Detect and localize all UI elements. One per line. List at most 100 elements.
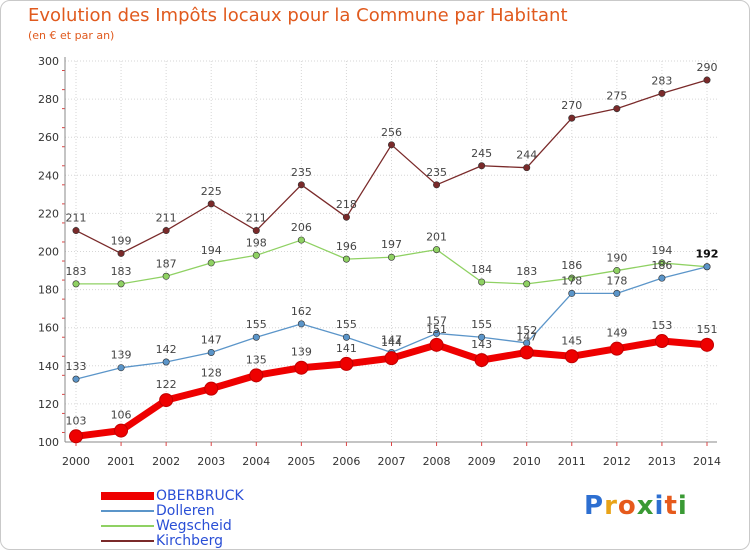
data-point-wegscheid: [658, 259, 666, 267]
data-label-wegscheid: 198: [246, 236, 267, 249]
x-tick-label: 2013: [648, 455, 676, 468]
legend-label-oberbruck: OBERBRUCK: [156, 487, 244, 504]
data-label-oberbruck: 147: [516, 330, 537, 343]
x-tick-label: 2014: [693, 455, 721, 468]
data-label-kirchberg: 290: [697, 61, 718, 74]
x-tick-label: 2010: [513, 455, 541, 468]
data-point-oberbruck: [159, 393, 174, 408]
data-point-wegscheid: [478, 278, 486, 286]
data-label-wegscheid: 201: [426, 231, 447, 244]
data-label-dolleren: 155: [471, 318, 492, 331]
data-label-kirchberg: 225: [201, 185, 222, 198]
data-label-dolleren: 133: [66, 360, 87, 373]
data-point-kirchberg: [478, 162, 486, 170]
chart-subtitle: (en € et par an): [28, 29, 115, 42]
data-label-kirchberg: 235: [291, 166, 312, 179]
proxiti-logo: Proxiti: [584, 491, 688, 521]
data-label-dolleren: 178: [561, 274, 582, 287]
data-label-dolleren: 186: [651, 259, 672, 272]
y-tick-label: 300: [38, 55, 59, 68]
legend-label-wegscheid: Wegscheid: [156, 517, 232, 534]
data-label-dolleren: 157: [426, 314, 447, 327]
y-tick-label: 100: [38, 436, 59, 449]
data-label-kirchberg: 283: [651, 74, 672, 87]
data-point-oberbruck: [204, 381, 219, 396]
data-point-kirchberg: [252, 227, 260, 235]
data-label-wegscheid: 192: [697, 248, 718, 261]
data-point-kirchberg: [387, 141, 395, 149]
data-label-oberbruck: 145: [561, 334, 582, 347]
legend-swatch-dolleren: [101, 509, 154, 512]
data-label-dolleren: 139: [111, 349, 132, 362]
data-point-oberbruck: [474, 353, 489, 368]
data-point-wegscheid: [117, 280, 125, 288]
data-point-kirchberg: [658, 89, 666, 97]
data-point-oberbruck: [384, 351, 399, 366]
data-point-kirchberg: [523, 164, 531, 172]
data-point-dolleren: [478, 333, 486, 341]
data-label-oberbruck: 122: [156, 378, 177, 391]
x-tick-label: 2008: [423, 455, 451, 468]
data-label-kirchberg: 235: [426, 166, 447, 179]
data-point-kirchberg: [207, 200, 215, 208]
legend-label-kirchberg: Kirchberg: [156, 532, 223, 549]
data-label-wegscheid: 194: [651, 244, 672, 257]
data-label-oberbruck: 135: [246, 353, 267, 366]
data-point-kirchberg: [72, 227, 80, 235]
data-point-kirchberg: [703, 76, 711, 84]
data-point-wegscheid: [433, 246, 441, 254]
data-point-kirchberg: [162, 227, 170, 235]
data-point-wegscheid: [387, 253, 395, 261]
data-point-dolleren: [342, 333, 350, 341]
logo-letter: i: [654, 491, 665, 521]
data-label-dolleren: 192: [696, 248, 719, 261]
legend-item-dolleren: Dolleren: [101, 503, 244, 518]
legend-swatch-wegscheid: [101, 524, 154, 527]
data-label-wegscheid: 190: [606, 252, 627, 265]
chart-title: Evolution des Impôts locaux pour la Comm…: [28, 5, 568, 26]
data-label-dolleren: 155: [336, 318, 357, 331]
data-point-kirchberg: [342, 213, 350, 221]
data-point-oberbruck: [564, 349, 579, 364]
x-tick-label: 2002: [152, 455, 180, 468]
legend-item-kirchberg: Kirchberg: [101, 533, 244, 548]
data-point-dolleren: [72, 375, 80, 383]
data-label-oberbruck: 144: [381, 336, 402, 349]
data-point-kirchberg: [433, 181, 441, 189]
data-point-oberbruck: [519, 345, 534, 360]
data-label-oberbruck: 143: [471, 338, 492, 351]
x-tick-label: 2009: [468, 455, 496, 468]
data-point-dolleren: [162, 358, 170, 366]
y-tick-label: 200: [38, 246, 59, 259]
data-point-kirchberg: [297, 181, 305, 189]
data-label-oberbruck: 139: [291, 346, 312, 359]
data-label-kirchberg: 211: [246, 212, 267, 225]
data-point-oberbruck: [654, 334, 669, 349]
data-label-dolleren: 155: [246, 318, 267, 331]
y-tick-label: 160: [38, 322, 59, 335]
data-label-dolleren: 178: [606, 274, 627, 287]
y-tick-label: 180: [38, 284, 59, 297]
legend-item-wegscheid: Wegscheid: [101, 518, 244, 533]
data-label-wegscheid: 183: [111, 265, 132, 278]
y-tick-label: 140: [38, 360, 59, 373]
data-point-dolleren: [568, 289, 576, 297]
legend-swatch-kirchberg: [101, 539, 154, 542]
data-point-wegscheid: [72, 280, 80, 288]
data-point-wegscheid: [297, 236, 305, 244]
legend-label-dolleren: Dolleren: [156, 502, 215, 519]
data-label-wegscheid: 206: [291, 221, 312, 234]
logo-letter: t: [664, 491, 678, 521]
data-point-dolleren: [252, 333, 260, 341]
data-label-oberbruck: 103: [66, 414, 87, 427]
data-point-oberbruck: [249, 368, 264, 383]
data-point-kirchberg: [568, 114, 576, 122]
data-point-dolleren: [207, 348, 215, 356]
data-point-dolleren: [117, 364, 125, 372]
x-tick-label: 2007: [378, 455, 406, 468]
data-label-kirchberg: 218: [336, 198, 357, 211]
data-label-wegscheid: 197: [381, 238, 402, 251]
data-label-oberbruck: 151: [697, 323, 718, 336]
